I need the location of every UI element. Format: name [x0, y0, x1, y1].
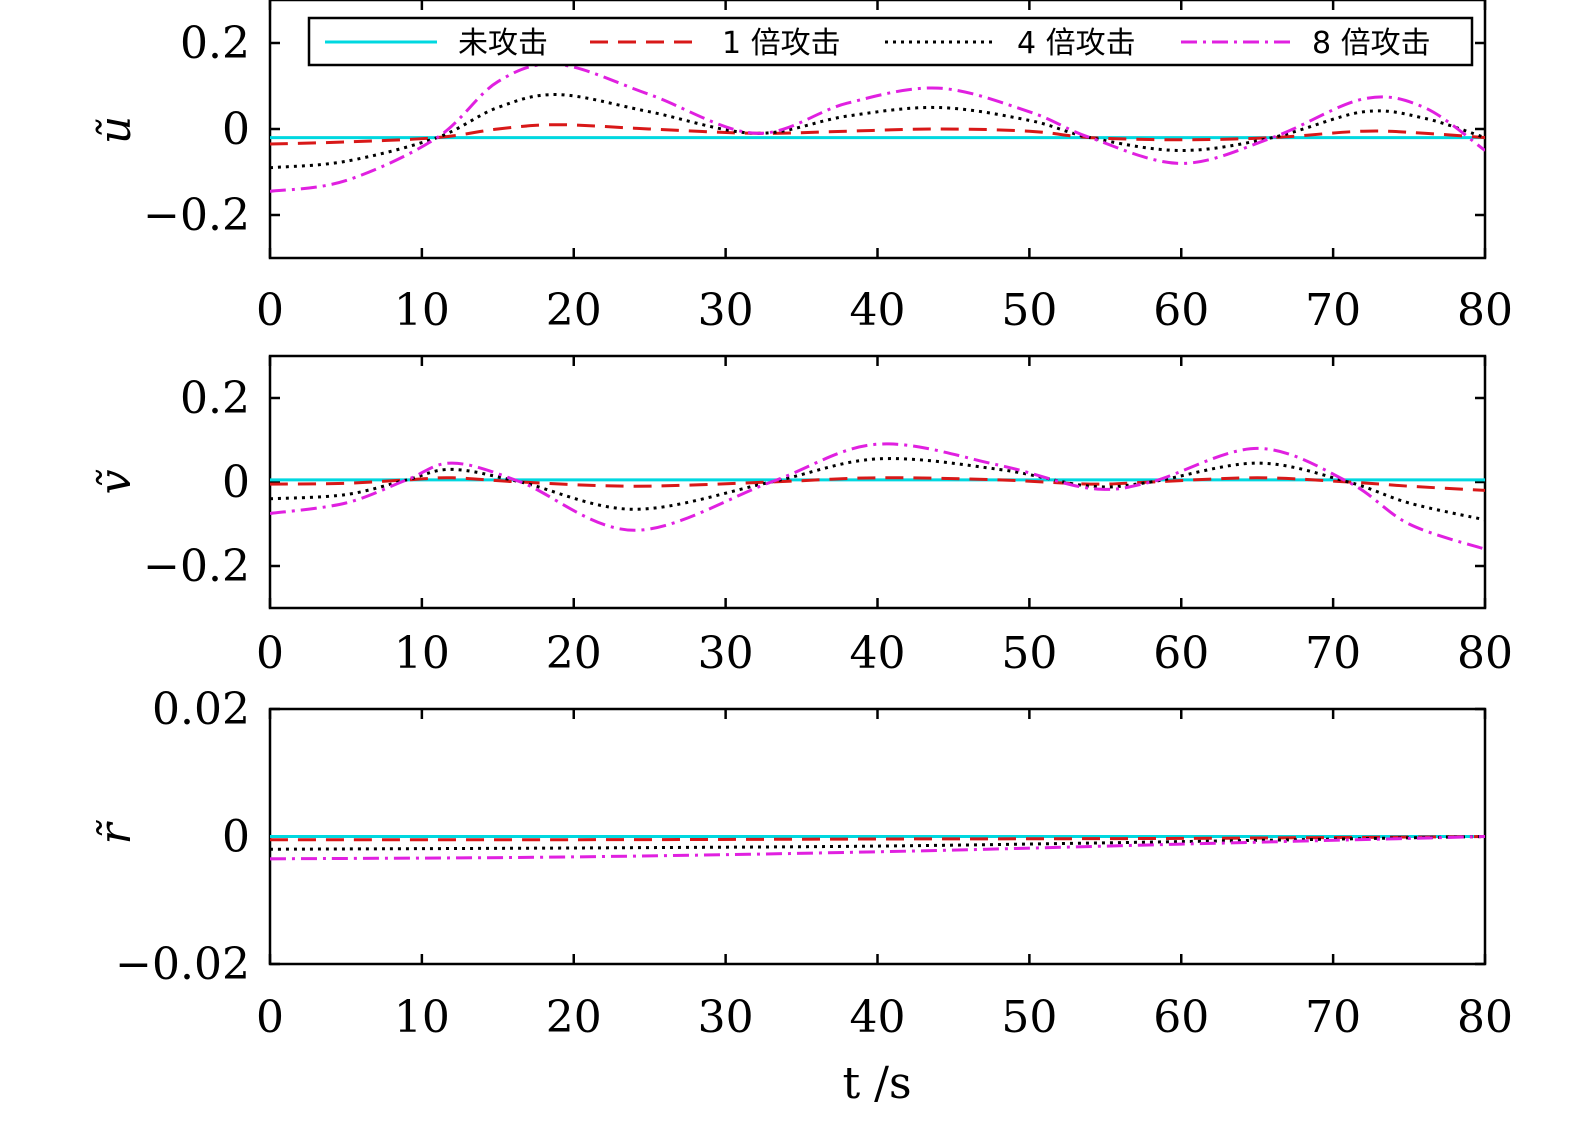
- x-tick-label: 10: [394, 992, 450, 1043]
- series-line-2: [270, 93, 1485, 170]
- series-layer-u: [270, 62, 1485, 193]
- ticks-u: 0 10 20 30 40 50 60 70 800.20−0.2: [143, 0, 1513, 336]
- y-tick-label: 0: [222, 457, 250, 508]
- series-line-2: [270, 835, 1485, 851]
- x-tick-label: 30: [698, 285, 754, 336]
- series-line-3: [270, 442, 1485, 551]
- x-tick-label: 0: [256, 992, 284, 1043]
- x-tick-label: 20: [546, 992, 602, 1043]
- y-tick-label: 0.2: [180, 373, 250, 424]
- x-tick-label: 30: [698, 628, 754, 679]
- x-tick-label: 0: [256, 628, 284, 679]
- x-tick-label: 60: [1153, 992, 1209, 1043]
- ylabel-r: r̃: [90, 820, 141, 845]
- x-tick-label: 30: [698, 992, 754, 1043]
- panel-v: 0 10 20 30 40 50 60 70 800.20−0.2 ṽ: [90, 354, 1513, 679]
- series-layer-v: [270, 442, 1485, 551]
- x-tick-label: 50: [1001, 992, 1057, 1043]
- plot-frame-v: [268, 354, 1487, 610]
- x-tick-label: 0: [256, 285, 284, 336]
- x-tick-label: 80: [1457, 628, 1513, 679]
- x-tick-label: 20: [546, 628, 602, 679]
- ylabel-u: ũ: [90, 116, 141, 144]
- x-tick-label: 40: [850, 285, 906, 336]
- x-tick-label: 10: [394, 628, 450, 679]
- x-tick-label: 70: [1305, 992, 1361, 1043]
- series-layer-r: [270, 835, 1485, 861]
- y-tick-label: −0.2: [143, 190, 250, 241]
- series-line-1: [270, 835, 1485, 842]
- x-tick-label: 60: [1153, 628, 1209, 679]
- x-tick-label: 70: [1305, 285, 1361, 336]
- y-tick-label: 0: [222, 812, 250, 863]
- legend: 未攻击 1 倍攻击 4 倍攻击 8 倍攻击: [307, 16, 1474, 67]
- x-tick-label: 40: [850, 992, 906, 1043]
- x-tick-label: 70: [1305, 628, 1361, 679]
- x-tick-label: 20: [546, 285, 602, 336]
- legend-label-8x: 8 倍攻击: [1312, 26, 1431, 61]
- series-line-1: [270, 123, 1485, 146]
- x-tick-label: 40: [850, 628, 906, 679]
- x-tick-label: 80: [1457, 992, 1513, 1043]
- legend-label-1x: 1 倍攻击: [722, 26, 841, 61]
- y-tick-label: −0.02: [115, 939, 250, 990]
- ticks-v: 0 10 20 30 40 50 60 70 800.20−0.2: [143, 356, 1513, 679]
- legend-label-4x: 4 倍攻击: [1017, 26, 1136, 61]
- ticks-r: 0 10 20 30 40 50 60 70 800.020−0.02: [115, 684, 1513, 1043]
- x-tick-label: 60: [1153, 285, 1209, 336]
- y-tick-label: 0.2: [180, 18, 250, 69]
- panel-u: 0 10 20 30 40 50 60 70 800.20−0.2 ũ 未攻击 1 倍攻击 4 …: [90, 0, 1513, 336]
- y-tick-label: 0.02: [152, 684, 250, 735]
- series-line-3: [270, 835, 1485, 861]
- x-tick-label: 50: [1001, 285, 1057, 336]
- x-tick-label: 50: [1001, 628, 1057, 679]
- series-line-3: [270, 62, 1485, 193]
- y-tick-label: −0.2: [143, 541, 250, 592]
- series-line-2: [270, 457, 1485, 522]
- x-tick-label: 10: [394, 285, 450, 336]
- ylabel-v: ṽ: [90, 469, 141, 494]
- y-tick-label: 0: [222, 104, 250, 155]
- legend-label-unattacked: 未攻击: [458, 26, 548, 61]
- xlabel: t /s: [842, 1058, 911, 1109]
- panel-r: 0 10 20 30 40 50 60 70 800.020−0.02 r̃ t /s: [90, 684, 1513, 1109]
- x-tick-label: 80: [1457, 285, 1513, 336]
